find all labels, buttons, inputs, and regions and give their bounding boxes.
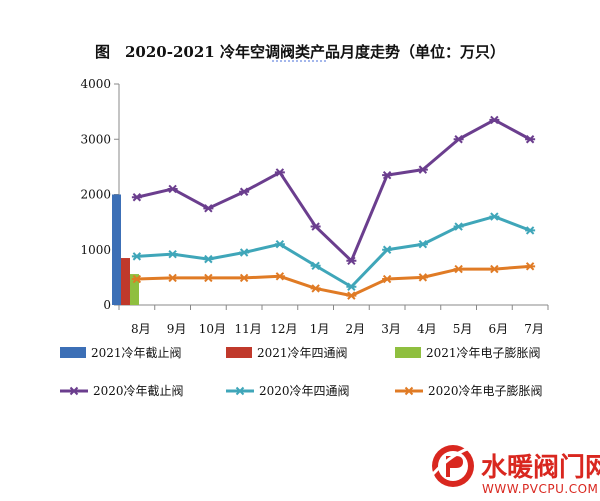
- x-tick-label: 4月: [417, 322, 437, 336]
- y-tick-label: 4000: [80, 77, 111, 91]
- x-tick-label: 2月: [346, 322, 366, 336]
- legend-label: 2020冷年四通阀: [259, 384, 350, 398]
- line-point-2: [274, 240, 285, 249]
- legend: 2021冷年截止阀 2021冷年四通阀 2021冷年电子膨胀阀 2020冷年截止阀 20…: [60, 346, 543, 398]
- y-tick-label: 3000: [80, 132, 111, 146]
- line-point-3: [239, 273, 250, 283]
- x-tick-label: 10月: [199, 322, 226, 336]
- line-point-1: [417, 165, 428, 174]
- bar-2: [121, 258, 130, 305]
- legend-marker: [404, 386, 414, 396]
- x-tick-label: 12月: [270, 322, 297, 336]
- x-tick-label: 1月: [310, 322, 330, 336]
- line-point-3: [203, 273, 214, 283]
- x-tick-label: 5月: [453, 322, 473, 336]
- watermark-brand: 水暖阀门网: [481, 453, 600, 483]
- line-point-1: [274, 168, 285, 177]
- line-point-1: [239, 187, 250, 196]
- legend-swatch: [226, 347, 252, 358]
- line-series-2: [136, 215, 531, 289]
- line-point-1: [489, 115, 500, 125]
- y-axis: 0 1000 2000 3000 4000: [80, 77, 120, 312]
- line-point-3: [274, 272, 285, 281]
- y-tick-label: 0: [103, 298, 111, 312]
- line-point-2: [131, 252, 142, 261]
- legend-marker: [69, 386, 79, 396]
- bar-1: [112, 194, 121, 305]
- line-series-group: [131, 115, 536, 300]
- line-point-2: [310, 261, 321, 270]
- line-point-2: [382, 245, 393, 254]
- line-point-1: [525, 135, 536, 144]
- watermark-url: WWW.PVCPU.COM: [482, 482, 598, 496]
- legend-swatch: [395, 347, 421, 358]
- line-point-2: [525, 226, 536, 235]
- x-tick-label: 11月: [234, 322, 261, 336]
- legend-marker: [235, 386, 245, 396]
- x-tick-label: 3月: [381, 322, 401, 336]
- line-series-3: [136, 264, 531, 298]
- y-tick-label: 2000: [80, 188, 111, 202]
- watermark-logo-icon: [431, 444, 477, 487]
- line-point-3: [310, 284, 321, 293]
- line-point-1: [453, 135, 464, 144]
- line-point-1: [167, 184, 178, 194]
- line-point-3: [382, 274, 393, 284]
- x-tick-label: 9月: [167, 322, 187, 336]
- legend-label: 2020冷年截止阀: [93, 384, 184, 398]
- legend-label: 2021冷年四通阀: [257, 346, 348, 360]
- bar-series-group: [112, 194, 139, 305]
- line-series-1: [136, 118, 531, 263]
- x-tick-label: 6月: [489, 322, 509, 336]
- line-point-2: [203, 254, 214, 264]
- line-point-3: [346, 291, 357, 300]
- line-point-2: [489, 212, 500, 221]
- x-axis: 8月 9月 10月 11月 12月 1月 2月 3月 4月 5月 6月 7月: [118, 304, 549, 336]
- x-tick-label: 8月: [131, 322, 151, 336]
- watermark: 水暖阀门网 WWW.PVCPU.COM: [431, 444, 600, 496]
- y-tick-label: 1000: [80, 243, 111, 257]
- x-tick-label: 7月: [524, 322, 544, 336]
- line-point-3: [167, 273, 178, 283]
- line-point-3: [489, 264, 500, 274]
- bar-3: [130, 274, 139, 305]
- line-point-2: [417, 240, 428, 249]
- line-point-1: [382, 170, 393, 180]
- line-point-2: [346, 282, 357, 291]
- line-point-3: [453, 264, 464, 274]
- line-point-1: [131, 193, 142, 202]
- legend-label: 2020冷年电子膨胀阀: [428, 384, 543, 398]
- legend-swatch: [60, 347, 86, 358]
- legend-label: 2021冷年电子膨胀阀: [426, 346, 541, 360]
- line-point-3: [417, 273, 428, 282]
- line-point-1: [203, 204, 214, 213]
- line-point-2: [167, 249, 178, 259]
- chart-title: 图 2020-2021 冷年空调阀类产品月度走势（单位：万只）: [95, 43, 505, 61]
- line-point-2: [453, 222, 464, 231]
- line-point-2: [239, 248, 250, 257]
- line-point-1: [310, 222, 321, 231]
- legend-label: 2021冷年截止阀: [91, 346, 182, 360]
- line-point-3: [131, 274, 142, 284]
- line-point-1: [346, 256, 357, 266]
- line-point-3: [525, 262, 536, 271]
